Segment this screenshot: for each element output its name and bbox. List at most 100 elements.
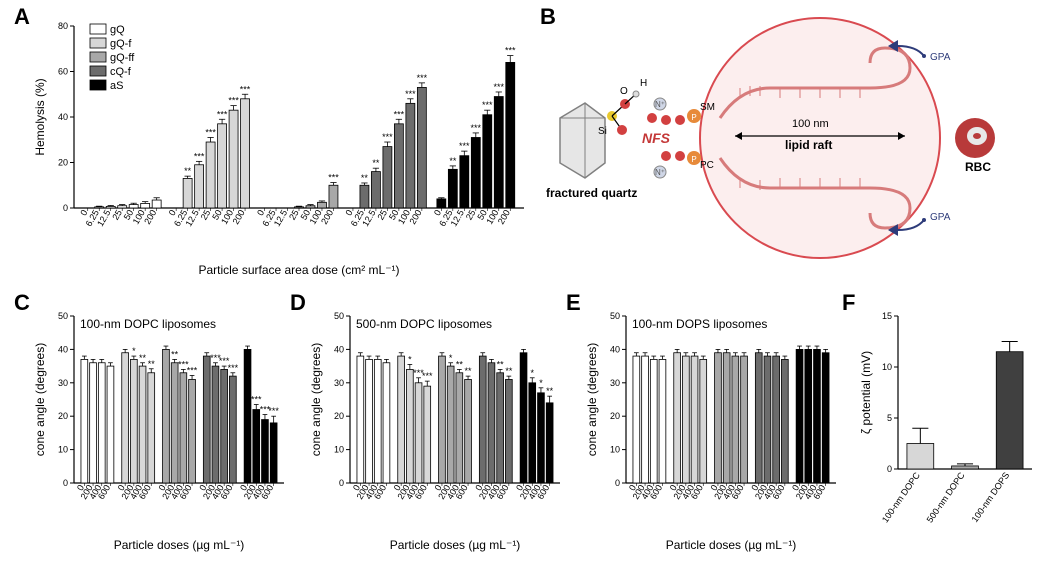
svg-text:***: *** (417, 73, 428, 83)
svg-text:100-nm DOPC liposomes: 100-nm DOPC liposomes (80, 317, 216, 331)
svg-text:500-nm DOPC: 500-nm DOPC (925, 470, 967, 524)
svg-text:100-nm DOPC: 100-nm DOPC (880, 470, 922, 524)
svg-text:cone angle (degrees): cone angle (degrees) (585, 343, 599, 456)
svg-text:***: *** (382, 132, 393, 142)
svg-text:cone angle (degrees): cone angle (degrees) (33, 343, 47, 456)
svg-text:30: 30 (58, 378, 68, 388)
svg-text:**: ** (139, 353, 147, 363)
svg-text:100-nm DOPS liposomes: 100-nm DOPS liposomes (632, 317, 767, 331)
svg-text:cQ-f: cQ-f (110, 66, 132, 78)
svg-text:**: ** (505, 366, 513, 376)
svg-text:***: *** (471, 123, 482, 133)
svg-text:*: * (449, 353, 453, 363)
svg-text:**: ** (372, 158, 380, 168)
svg-text:*: * (132, 346, 136, 356)
panel-label-E: E (566, 290, 581, 316)
svg-text:gQ-ff: gQ-ff (110, 52, 135, 64)
svg-text:P: P (691, 113, 696, 122)
svg-text:**: ** (361, 173, 369, 183)
svg-text:**: ** (546, 386, 554, 396)
svg-text:15: 15 (882, 311, 892, 321)
svg-text:***: *** (422, 371, 433, 381)
svg-text:Particle doses (µg mL⁻¹): Particle doses (µg mL⁻¹) (390, 538, 521, 552)
svg-text:***: *** (228, 363, 239, 373)
svg-text:20: 20 (610, 411, 620, 421)
svg-text:gQ: gQ (110, 24, 125, 36)
svg-text:***: *** (328, 173, 339, 183)
svg-text:50: 50 (610, 311, 620, 321)
panel-label-A: A (14, 4, 30, 30)
chart-D-cone-500dopc: 500-nm DOPC liposomes01020304050cone ang… (306, 300, 566, 555)
svg-text:***: *** (459, 141, 470, 151)
svg-text:0: 0 (63, 478, 68, 488)
svg-text:cone angle (degrees): cone angle (degrees) (309, 343, 323, 456)
svg-text:20: 20 (58, 158, 68, 168)
label-si: Si (598, 126, 607, 137)
svg-text:0: 0 (339, 478, 344, 488)
svg-text:*: * (539, 378, 543, 388)
chart-A-hemolysis: 020406080Hemolysis (%)06.2512.5255010020… (30, 10, 530, 280)
svg-text:80: 80 (58, 21, 68, 31)
svg-text:Particle doses (µg mL⁻¹): Particle doses (µg mL⁻¹) (114, 538, 245, 552)
svg-text:12.5: 12.5 (449, 208, 466, 228)
svg-text:Particle doses (µg mL⁻¹): Particle doses (µg mL⁻¹) (666, 538, 797, 552)
svg-text:10: 10 (610, 445, 620, 455)
svg-text:***: *** (240, 84, 251, 94)
svg-text:12.5: 12.5 (360, 208, 377, 228)
svg-text:12.5: 12.5 (183, 208, 200, 228)
chart-C-cone-100dopc: 100-nm DOPC liposomes01020304050cone ang… (30, 300, 290, 555)
quartz-icon (560, 103, 605, 178)
svg-text:N⁺: N⁺ (655, 168, 665, 177)
svg-text:Hemolysis (%): Hemolysis (%) (33, 78, 47, 155)
label-100nm: 100 nm (792, 118, 829, 130)
label-o: O (620, 86, 628, 97)
svg-text:40: 40 (334, 344, 344, 354)
svg-text:***: *** (187, 365, 198, 375)
chart-F-zeta: 0 5 10 15 ζ potential (mV) 100-nm DOPC500-nm … (858, 300, 1038, 555)
svg-text:**: ** (456, 359, 464, 369)
svg-text:***: *** (394, 109, 405, 119)
svg-text:200: 200 (407, 208, 423, 226)
svg-text:***: *** (205, 127, 216, 137)
panel-label-C: C (14, 290, 30, 316)
label-h: H (640, 78, 647, 89)
svg-text:5: 5 (887, 413, 892, 423)
svg-text:60: 60 (58, 67, 68, 77)
label-fractured-quartz: fractured quartz (546, 186, 637, 200)
svg-text:***: *** (194, 151, 205, 161)
svg-text:gQ-f: gQ-f (110, 38, 132, 50)
svg-text:ζ potential (mV): ζ potential (mV) (859, 351, 873, 434)
svg-text:20: 20 (58, 411, 68, 421)
label-gpa-top: GPA (930, 52, 950, 63)
panel-label-D: D (290, 290, 306, 316)
svg-text:50: 50 (334, 311, 344, 321)
svg-text:10: 10 (882, 362, 892, 372)
silanol (607, 91, 639, 135)
svg-text:Particle surface area dose (cm: Particle surface area dose (cm² mL⁻¹) (198, 263, 399, 277)
svg-text:***: *** (228, 96, 239, 106)
label-rbc: RBC (965, 160, 991, 174)
rbc-icon (955, 118, 995, 158)
svg-text:10: 10 (58, 445, 68, 455)
svg-text:0: 0 (887, 464, 892, 474)
svg-text:***: *** (505, 46, 516, 56)
svg-text:***: *** (251, 395, 262, 405)
svg-text:**: ** (497, 359, 505, 369)
svg-text:30: 30 (334, 378, 344, 388)
svg-text:N⁺: N⁺ (655, 100, 665, 109)
svg-text:40: 40 (610, 344, 620, 354)
svg-text:30: 30 (610, 378, 620, 388)
svg-text:40: 40 (58, 112, 68, 122)
label-pc: PC (700, 160, 714, 171)
svg-text:***: *** (405, 89, 416, 99)
label-lipid-raft: lipid raft (785, 138, 832, 152)
svg-text:***: *** (494, 82, 505, 92)
svg-text:**: ** (171, 349, 179, 359)
panel-B-diagram: P P N⁺ N⁺ fractured quartz NFS lipid raf… (540, 8, 1040, 268)
svg-text:40: 40 (58, 344, 68, 354)
svg-text:20: 20 (334, 411, 344, 421)
svg-text:0: 0 (615, 478, 620, 488)
svg-text:200: 200 (496, 208, 512, 226)
svg-text:200: 200 (231, 208, 247, 226)
svg-text:0: 0 (63, 203, 68, 213)
